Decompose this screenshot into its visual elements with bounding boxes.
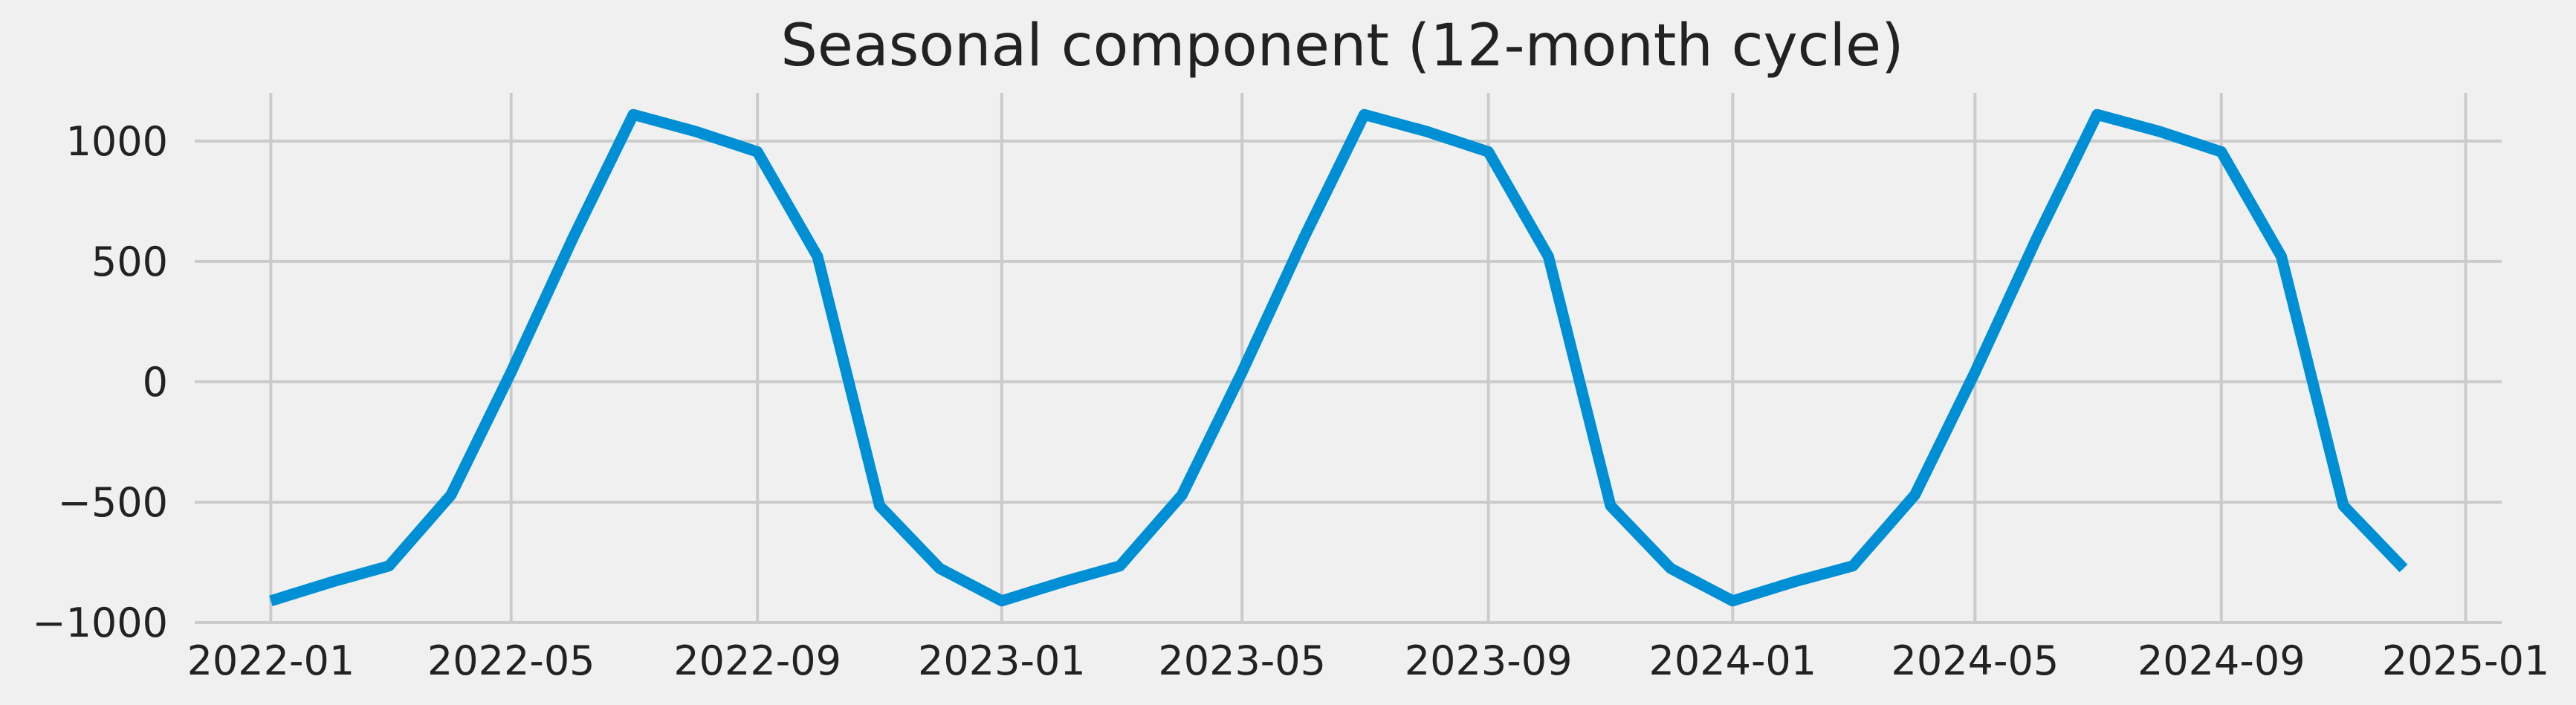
- data-point: [1670, 568, 1672, 569]
- y-tick-label: −500: [58, 479, 168, 526]
- y-axis-ticks: −1000 −500 0 500 1000: [32, 118, 168, 646]
- data-point: [1119, 565, 1121, 567]
- data-point: [2343, 505, 2344, 507]
- x-tick-label: 2022-01: [187, 637, 355, 684]
- data-point: [1547, 256, 1549, 257]
- data-point: [450, 494, 452, 496]
- x-tick-label: 2023-01: [918, 637, 1086, 684]
- chart-title: Seasonal component (12-month cycle): [780, 13, 1903, 79]
- x-tick-label: 2024-01: [1649, 637, 1817, 684]
- data-point: [1241, 371, 1243, 373]
- data-point: [2036, 237, 2038, 238]
- data-point: [1732, 600, 1733, 602]
- data-point: [1794, 581, 1796, 582]
- x-tick-label: 2023-05: [1158, 637, 1326, 684]
- data-point: [2281, 256, 2282, 257]
- data-point: [1852, 565, 1854, 567]
- x-tick-label: 2024-05: [1891, 637, 2059, 684]
- data-point: [879, 505, 880, 507]
- data-point: [939, 568, 940, 569]
- y-tick-label: 500: [91, 238, 168, 285]
- seasonal-series-line: [269, 108, 2408, 607]
- x-tick-label: 2023-09: [1405, 637, 1573, 684]
- data-point: [332, 581, 334, 582]
- y-tick-label: 0: [143, 359, 168, 406]
- data-point: [1364, 114, 1365, 115]
- x-tick-label: 2022-09: [673, 637, 841, 684]
- series-layer: [269, 108, 2408, 607]
- data-point: [572, 237, 574, 238]
- y-tick-label: −1000: [32, 600, 168, 646]
- x-axis-ticks: 2022-01 2022-05 2022-09 2023-01 2023-05 2023-…: [187, 637, 2550, 684]
- data-point: [1001, 600, 1003, 602]
- x-tick-label: 2024-09: [2138, 637, 2305, 684]
- x-tick-label: 2022-05: [427, 637, 595, 684]
- y-tick-label: 1000: [66, 118, 168, 165]
- x-tick-label: 2025-01: [2382, 637, 2550, 684]
- data-point: [632, 114, 634, 115]
